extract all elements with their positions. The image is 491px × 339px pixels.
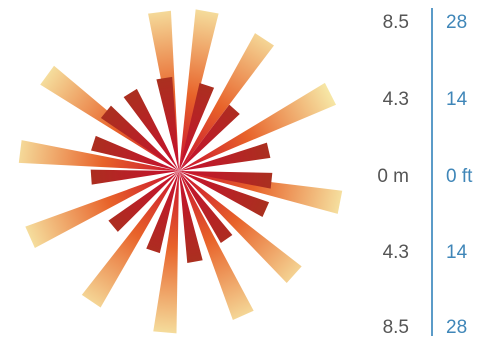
starburst-short-ray: [179, 171, 270, 218]
metric-label-upper: 4.3: [383, 89, 409, 110]
starburst-long-ray: [179, 171, 302, 284]
starburst-long-ray: [179, 33, 274, 171]
metric-label-bottom: 8.5: [383, 317, 409, 338]
imperial-label-top: 28: [446, 12, 467, 33]
starburst-short-ray: [179, 171, 203, 263]
starburst-short-ray: [179, 171, 273, 189]
starburst-short-ray: [108, 171, 179, 232]
starburst-short-ray: [123, 88, 179, 171]
starburst-long-ray: [81, 171, 179, 308]
starburst-short-ray: [179, 83, 215, 171]
starburst-short-ray: [91, 135, 179, 171]
starburst-graphic: [18, 9, 343, 334]
starburst-short-ray: [179, 171, 233, 244]
starburst-long-ray: [179, 171, 343, 214]
starburst-short-ray: [100, 105, 179, 171]
starburst-long-ray: [179, 171, 254, 320]
starburst-short-ray: [90, 169, 179, 185]
imperial-label-upper: 14: [446, 89, 468, 110]
starburst-long-ray: [179, 82, 337, 171]
starburst-short-ray: [156, 76, 179, 171]
imperial-label-lower: 14: [446, 242, 468, 263]
starburst-long-ray: [25, 171, 179, 249]
imperial-label-bottom: 28: [446, 317, 467, 338]
metric-label-top: 8.5: [383, 12, 409, 33]
starburst-long-ray: [153, 171, 179, 334]
imperial-label-zero: 0 ft: [446, 166, 473, 187]
metric-label-lower: 4.3: [383, 242, 409, 263]
starburst-short-ray: [146, 171, 179, 254]
metric-label-zero: 0 m: [377, 166, 409, 187]
starburst-short-ray: [179, 142, 271, 171]
starburst-short-ray: [179, 104, 240, 171]
starburst-long-ray: [18, 140, 179, 171]
